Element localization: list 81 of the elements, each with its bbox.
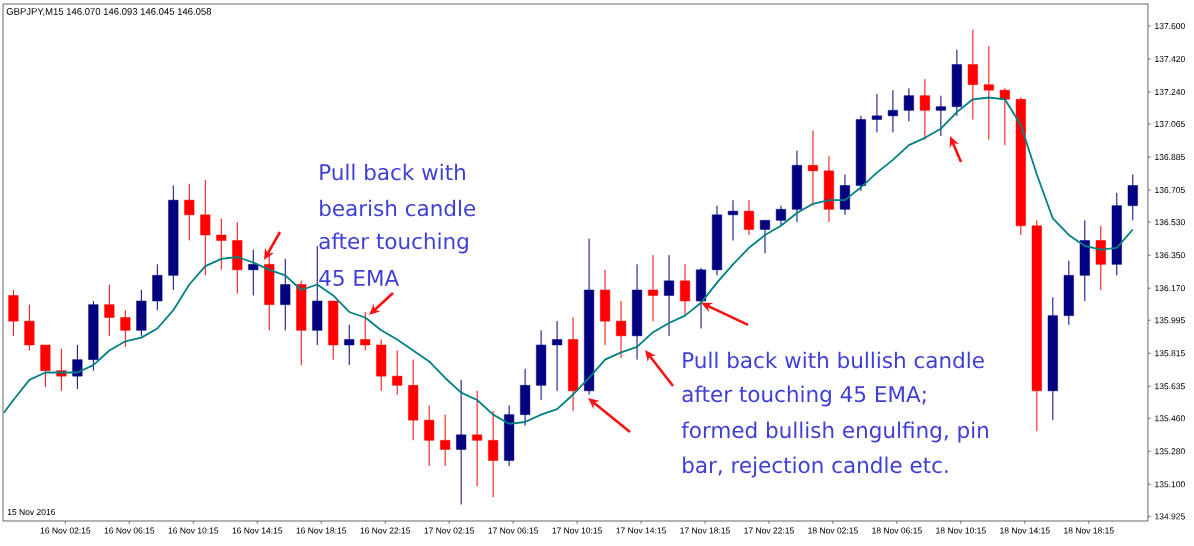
candlestick — [456, 379, 467, 505]
candlestick — [424, 404, 435, 467]
candlestick — [552, 320, 563, 392]
candlestick — [663, 254, 675, 337]
candlestick — [727, 199, 739, 241]
candlestick — [807, 129, 819, 207]
y-tick-label: 136.705 — [1155, 187, 1185, 194]
candlestick — [440, 414, 451, 467]
candlestick — [280, 258, 291, 331]
candlestick — [616, 300, 627, 359]
x-tick-label: 17 Nov 22:15 — [744, 527, 794, 534]
candlestick — [472, 390, 483, 487]
annotation: 45 EMA — [319, 270, 400, 286]
y-tick-label: 136.530 — [1155, 219, 1185, 226]
candlestick — [184, 183, 195, 241]
y-tick-label: 137.600 — [1155, 22, 1185, 29]
candlestick — [344, 324, 355, 366]
annotation: bar, rejection candle etc. — [683, 456, 948, 478]
candlestick — [1095, 225, 1106, 291]
y-tick-label: 135.995 — [1155, 317, 1185, 324]
annotation: formed bullish engulfing, pin — [681, 421, 988, 443]
candlestick — [999, 87, 1010, 146]
candlestick — [72, 344, 83, 390]
y-tick-label: 137.420 — [1155, 55, 1185, 62]
candlestick — [360, 311, 371, 351]
y-tick-label: 134.925 — [1155, 513, 1185, 520]
candlestick — [775, 205, 787, 227]
annotation: 15 Nov 2016 — [7, 508, 56, 515]
x-tick-label: 17 Nov 10:15 — [552, 527, 603, 534]
candlestick — [983, 45, 994, 141]
x-tick-label: 16 Nov 10:15 — [168, 527, 219, 534]
annotation: Pull back with — [320, 163, 465, 181]
candlestick — [200, 179, 211, 276]
x-tick-label: 17 Nov 06:15 — [488, 527, 539, 534]
annotation: GBPJPY,M15 146.070 146.093 146.045 146.058 — [6, 8, 212, 16]
x-tick-label: 18 Nov 14:15 — [1000, 527, 1050, 534]
candlestick — [871, 93, 882, 133]
candlestick — [120, 309, 131, 348]
y-tick-label: 135.280 — [1155, 448, 1185, 455]
annotation: after touching — [319, 232, 468, 254]
x-tick-label: 17 Nov 02:15 — [424, 527, 475, 534]
candlestick — [743, 199, 755, 236]
annotation: after touching 45 EMA; — [682, 385, 926, 407]
candlestick — [24, 304, 35, 351]
candlestick — [488, 410, 499, 498]
x-tick-label: 16 Nov 14:15 — [232, 527, 283, 534]
candlestick — [216, 217, 227, 271]
candlestick — [839, 173, 850, 216]
y-tick-label: 136.350 — [1155, 252, 1185, 259]
x-tick-label: 17 Nov 14:15 — [616, 527, 666, 534]
candlestick — [903, 87, 914, 122]
x-tick-label: 18 Nov 02:15 — [808, 527, 858, 534]
candlestick — [104, 283, 115, 337]
candlestick — [648, 254, 659, 322]
y-tick-label: 135.815 — [1155, 350, 1185, 357]
y-tick-label: 135.635 — [1155, 383, 1185, 390]
candlestick — [759, 219, 771, 254]
candlestick — [919, 78, 930, 141]
x-tick-label: 16 Nov 02:15 — [40, 527, 91, 534]
y-tick-label: 136.885 — [1155, 154, 1185, 161]
y-tick-label: 136.170 — [1155, 285, 1185, 292]
y-tick-label: 137.240 — [1155, 88, 1185, 95]
candlestick — [248, 249, 259, 296]
y-tick-label: 135.460 — [1155, 415, 1185, 422]
annotation: Pull back with bullish candle — [683, 351, 984, 369]
annotation: bearish candle — [320, 199, 476, 217]
x-tick-label: 18 Nov 18:15 — [1064, 527, 1114, 534]
x-tick-label: 17 Nov 18:15 — [680, 527, 730, 534]
x-tick-label: 16 Nov 18:15 — [296, 527, 347, 534]
y-tick-label: 137.065 — [1155, 121, 1185, 128]
candlestick — [679, 263, 691, 317]
candlestick — [887, 89, 898, 133]
x-tick-label: 16 Nov 22:15 — [360, 527, 411, 534]
x-tick-label: 18 Nov 06:15 — [872, 527, 922, 534]
candlestick — [392, 349, 403, 395]
candlestick — [935, 95, 946, 137]
candlestick — [967, 29, 978, 120]
x-tick-label: 18 Nov 10:15 — [936, 527, 986, 534]
x-tick-label: 16 Nov 06:15 — [104, 527, 155, 534]
y-tick-label: 135.100 — [1155, 481, 1185, 488]
candlestick — [1127, 173, 1138, 221]
